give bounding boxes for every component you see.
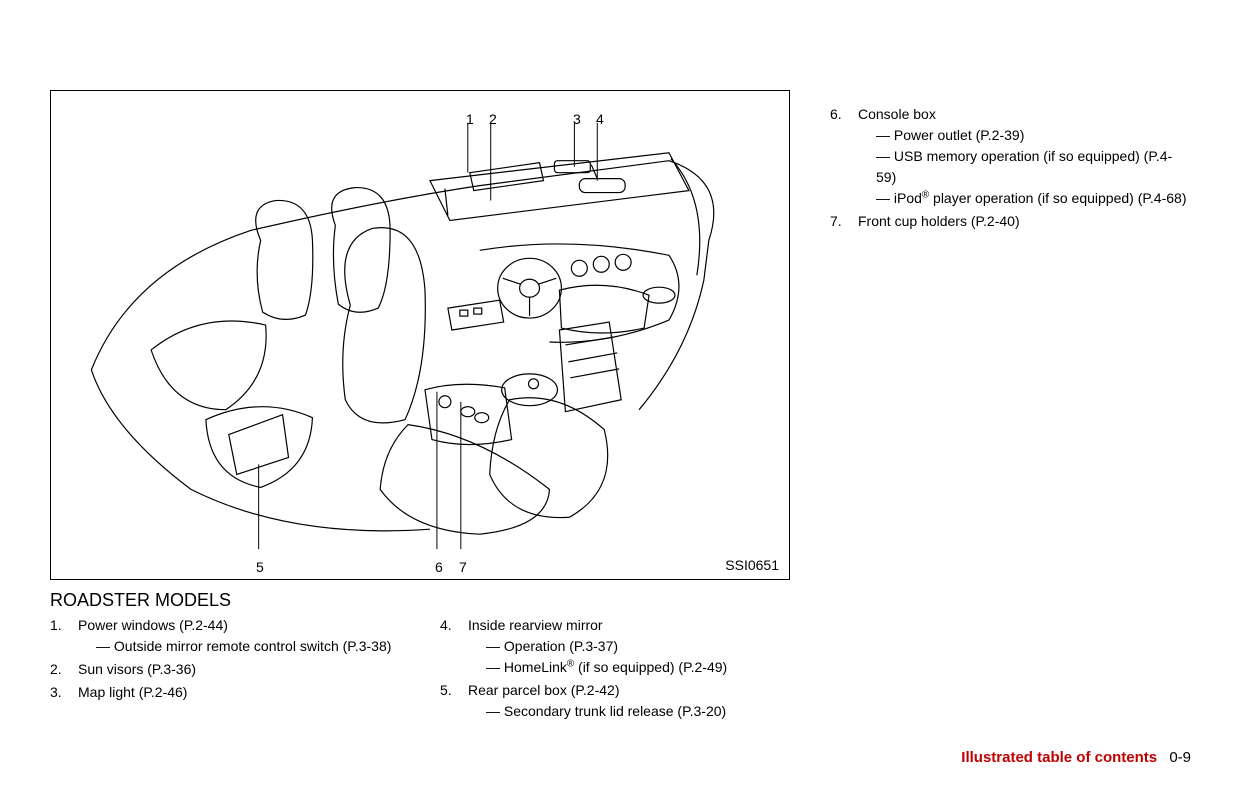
item-sub: — USB memory operation (if so equipped) … bbox=[876, 146, 1190, 188]
callout-list-item: 4.Inside rearview mirror — Operation (P.3… bbox=[440, 615, 790, 678]
item-text: Inside rearview mirror — Operation (P.3-3… bbox=[468, 615, 790, 678]
item-number: 6. bbox=[830, 104, 858, 209]
callout-list-item: 7.Front cup holders (P.2-40) bbox=[830, 211, 1190, 232]
callout-list-item: 3.Map light (P.2-46) bbox=[50, 682, 400, 703]
item-main: Power windows (P.2-44) bbox=[78, 617, 228, 633]
item-main: Front cup holders (P.2-40) bbox=[858, 213, 1020, 229]
item-sub: — Power outlet (P.2-39) bbox=[876, 125, 1190, 146]
figure-code: SSI0651 bbox=[725, 557, 779, 573]
callout-list-item: 5.Rear parcel box (P.2-42) — Secondary tr… bbox=[440, 680, 790, 722]
item-sub: — Operation (P.3-37) bbox=[486, 636, 790, 657]
item-text: Power windows (P.2-44) — Outside mirror r… bbox=[78, 615, 400, 657]
callout-number: 1 bbox=[466, 111, 474, 127]
item-text: Rear parcel box (P.2-42) — Secondary trun… bbox=[468, 680, 790, 722]
item-main: Sun visors (P.3-36) bbox=[78, 661, 196, 677]
list-column-b: 4.Inside rearview mirror — Operation (P.3… bbox=[440, 615, 790, 724]
callout-number: 7 bbox=[459, 559, 467, 575]
callout-number: 4 bbox=[596, 111, 604, 127]
callout-number: 5 bbox=[256, 559, 264, 575]
item-main: Map light (P.2-46) bbox=[78, 684, 187, 700]
item-sublist: — Outside mirror remote control switch (… bbox=[78, 636, 400, 657]
item-number: 4. bbox=[440, 615, 468, 678]
callout-number: 3 bbox=[573, 111, 581, 127]
item-text: Front cup holders (P.2-40) bbox=[858, 211, 1190, 232]
item-sub: — Outside mirror remote control switch (… bbox=[96, 636, 400, 657]
page-footer: Illustrated table of contents 0-9 bbox=[961, 749, 1191, 766]
lower-columns: 1.Power windows (P.2-44) — Outside mirror… bbox=[50, 615, 790, 724]
left-column: 12 34 5 67 SSI0651 ROADSTER MODELS 1.Power … bbox=[50, 90, 790, 724]
item-number: 3. bbox=[50, 682, 78, 703]
item-text: Console box — Power outlet (P.2-39)— USB … bbox=[858, 104, 1190, 209]
item-number: 7. bbox=[830, 211, 858, 232]
item-sub: — HomeLink® (if so equipped) (P.2-49) bbox=[486, 657, 790, 678]
list-column-a: 1.Power windows (P.2-44) — Outside mirror… bbox=[50, 615, 400, 724]
callout-number: 2 bbox=[489, 111, 497, 127]
item-sub: — iPod® player operation (if so equipped… bbox=[876, 188, 1190, 209]
callout-number: 6 bbox=[435, 559, 443, 575]
footer-section-title: Illustrated table of contents bbox=[961, 749, 1157, 766]
item-sublist: — Operation (P.3-37)— HomeLink® (if so e… bbox=[468, 636, 790, 678]
item-main: Inside rearview mirror bbox=[468, 617, 603, 633]
item-sublist: — Power outlet (P.2-39)— USB memory oper… bbox=[858, 125, 1190, 209]
page-container: 12 34 5 67 SSI0651 ROADSTER MODELS 1.Power … bbox=[0, 0, 1241, 764]
section-title: ROADSTER MODELS bbox=[50, 590, 790, 611]
callout-list-item: 2.Sun visors (P.3-36) bbox=[50, 659, 400, 680]
item-number: 5. bbox=[440, 680, 468, 722]
item-number: 2. bbox=[50, 659, 78, 680]
item-main: Rear parcel box (P.2-42) bbox=[468, 682, 619, 698]
item-sublist: — Secondary trunk lid release (P.3-20) bbox=[468, 701, 790, 722]
item-number: 1. bbox=[50, 615, 78, 657]
interior-diagram: 12 34 5 67 SSI0651 bbox=[50, 90, 790, 580]
item-text: Sun visors (P.3-36) bbox=[78, 659, 400, 680]
right-column: 6.Console box — Power outlet (P.2-39)— US… bbox=[830, 90, 1190, 724]
car-interior-svg bbox=[51, 91, 789, 579]
item-main: Console box bbox=[858, 106, 936, 122]
item-text: Map light (P.2-46) bbox=[78, 682, 400, 703]
callout-list-item: 1.Power windows (P.2-44) — Outside mirror… bbox=[50, 615, 400, 657]
callout-list-item: 6.Console box — Power outlet (P.2-39)— US… bbox=[830, 104, 1190, 209]
item-sub: — Secondary trunk lid release (P.3-20) bbox=[486, 701, 790, 722]
footer-page-number: 0-9 bbox=[1169, 749, 1191, 766]
